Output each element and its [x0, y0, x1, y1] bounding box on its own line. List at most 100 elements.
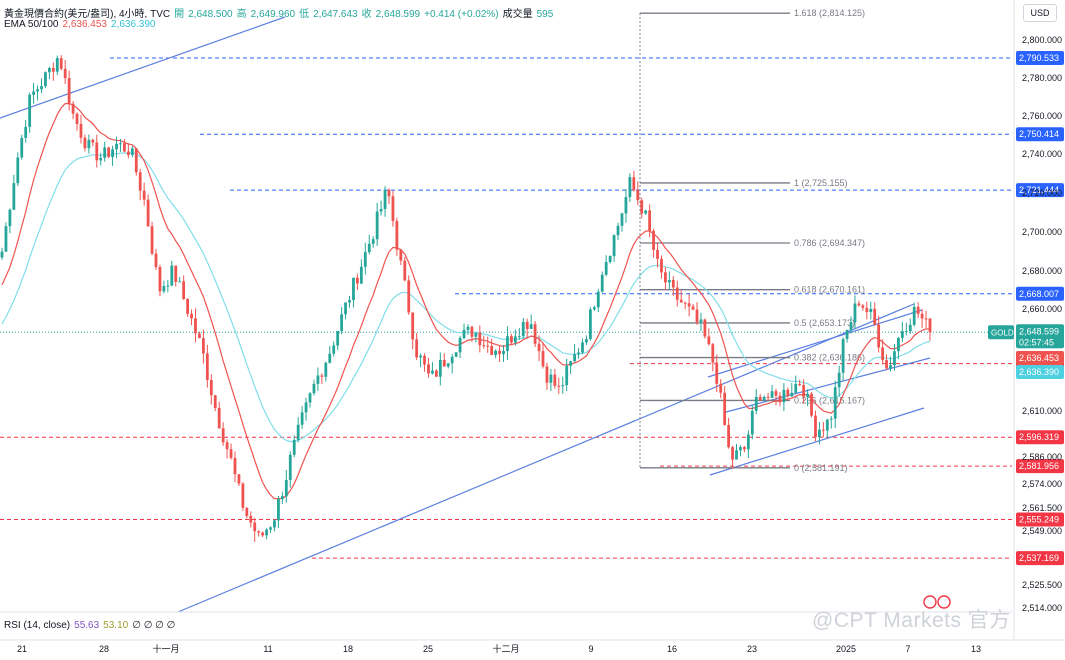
candle-body: [237, 474, 241, 484]
candle-body: [778, 395, 782, 403]
candle-body: [498, 350, 501, 355]
candle-body: [261, 532, 265, 536]
candle-body: [825, 419, 829, 431]
y-tick-label: 2,574.000: [1022, 479, 1062, 489]
ema50-line: [1, 103, 931, 500]
candle-body: [743, 447, 746, 450]
candle-body: [462, 329, 466, 339]
candle-body: [20, 137, 24, 158]
candle-body: [640, 200, 644, 214]
trend-line: [709, 407, 925, 476]
ema-price-tag: [1016, 351, 1064, 365]
candle-body: [857, 303, 861, 306]
candle-body: [695, 309, 699, 323]
candle-body: [273, 520, 276, 528]
y-tick-label: 2,561.500: [1022, 503, 1062, 513]
candle-body: [794, 384, 798, 393]
candle-body: [59, 58, 63, 69]
candle-body: [885, 360, 888, 369]
candle-body: [395, 221, 399, 250]
candle-body: [920, 313, 924, 319]
candle-body: [458, 338, 462, 353]
candle-body: [790, 392, 794, 397]
candle-body: [375, 211, 379, 240]
candle-body: [750, 410, 754, 435]
ema-legend[interactable]: EMA 50/100 2,636.453 2,636.390: [4, 19, 159, 30]
candle-body: [679, 299, 683, 303]
candle-body: [12, 183, 16, 210]
fib-level-label: 1.618 (2,814.125): [794, 8, 865, 18]
level-price-tag: [1016, 551, 1064, 566]
rsi-label: RSI (14, close): [4, 620, 71, 631]
x-tick-label: 十一月: [152, 643, 179, 654]
volume-value: 595: [536, 9, 554, 20]
candle-body: [774, 391, 778, 396]
x-tick-label: 28: [99, 644, 109, 654]
candle-body: [810, 393, 813, 416]
candle-body: [608, 256, 612, 262]
y-tick-label: 2,760.000: [1022, 111, 1062, 121]
candle-body: [423, 355, 426, 365]
ema50-value: 2,636.453: [62, 19, 107, 30]
level-price-text: 2,555.249: [1019, 515, 1059, 525]
candle-body: [419, 355, 422, 358]
candle-body: [344, 302, 347, 315]
candle-body: [71, 103, 75, 114]
rsi-value-1: 55.63: [74, 620, 100, 631]
candle-body: [55, 58, 59, 72]
candle-body: [592, 307, 596, 310]
candle-body: [806, 393, 809, 397]
fib-level-label: 0.5 (2,653.173): [794, 318, 855, 328]
candle-body: [470, 326, 474, 337]
rsi-legend[interactable]: RSI (14, close) 55.63 53.10 ∅ ∅ ∅ ∅: [4, 620, 179, 631]
candle-body: [474, 332, 478, 337]
candle-body: [24, 126, 28, 138]
candle-body: [486, 345, 490, 347]
candle-body: [620, 213, 624, 226]
y-tick-label: 2,514.000: [1022, 603, 1062, 613]
candle-body: [873, 308, 877, 325]
candle-body: [853, 303, 857, 323]
candle-body: [553, 374, 557, 386]
candle-body: [735, 450, 738, 460]
candle-body: [506, 336, 509, 351]
candle-body: [99, 157, 103, 161]
candle-body: [154, 253, 158, 268]
candle-body: [691, 306, 695, 310]
candle-body: [900, 331, 904, 338]
candle-body: [770, 391, 774, 398]
currency-button[interactable]: USD: [1023, 4, 1057, 22]
level-price-text: 2,790.533: [1019, 53, 1059, 63]
x-tick-label: 7: [905, 644, 910, 654]
candle-body: [482, 345, 486, 347]
candle-body: [87, 139, 91, 149]
candle-body: [245, 507, 249, 516]
candle-body: [134, 148, 138, 173]
candle-body: [383, 189, 387, 210]
candle-body: [715, 362, 719, 384]
candle-body: [277, 498, 280, 521]
level-price-text: 2,668.007: [1019, 289, 1059, 299]
symbol-tag-text: GOLD: [991, 328, 1014, 337]
y-tick-label: 2,720.000: [1022, 188, 1062, 198]
x-tick-label: 21: [17, 644, 27, 654]
x-tick-label: 18: [343, 644, 353, 654]
candle-body: [411, 312, 415, 340]
x-tick-label: 25: [423, 644, 433, 654]
candle-body: [201, 338, 205, 354]
candle-body: [391, 196, 395, 222]
candle-body: [312, 383, 316, 394]
candle-body: [190, 313, 193, 319]
candle-body: [782, 389, 786, 403]
candle-body: [4, 226, 8, 252]
y-tick-label: 2,610.000: [1022, 406, 1062, 416]
candle-body: [40, 86, 43, 90]
y-tick-label: 2,660.000: [1022, 304, 1062, 314]
candle-body: [502, 350, 505, 355]
candle-body: [671, 279, 675, 288]
candle-body: [533, 324, 537, 344]
level-price-tag: [1016, 183, 1064, 198]
candle-body: [44, 72, 47, 87]
candle-body: [332, 345, 336, 354]
